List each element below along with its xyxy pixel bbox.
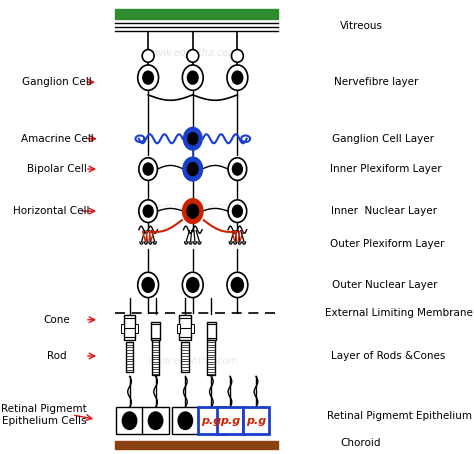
Text: Cone: Cone — [44, 315, 71, 325]
Circle shape — [182, 199, 203, 224]
Text: Ganglion Cell Layer: Ganglion Cell Layer — [332, 134, 434, 144]
Bar — [208, 340, 215, 375]
Circle shape — [183, 158, 202, 180]
Text: Layer of Rods &Cones: Layer of Rods &Cones — [331, 351, 446, 361]
Circle shape — [188, 133, 198, 145]
Ellipse shape — [231, 49, 243, 62]
Circle shape — [183, 200, 202, 222]
Circle shape — [143, 71, 154, 84]
Text: Inner  Nuclear Layer: Inner Nuclear Layer — [331, 206, 437, 216]
Bar — [172, 407, 199, 434]
Bar — [243, 407, 269, 434]
Text: Vitreous: Vitreous — [340, 20, 383, 30]
Bar — [115, 441, 278, 449]
Text: Rod: Rod — [47, 351, 67, 361]
Text: www.eophtha.com: www.eophtha.com — [147, 48, 238, 58]
Bar — [142, 407, 169, 434]
Circle shape — [138, 272, 159, 298]
Bar — [152, 340, 159, 375]
Text: Nervefibre layer: Nervefibre layer — [334, 77, 419, 87]
Bar — [116, 407, 143, 434]
Circle shape — [148, 412, 163, 429]
Circle shape — [139, 200, 157, 222]
Bar — [198, 407, 225, 434]
Text: www.eophtha.com: www.eophtha.com — [147, 202, 238, 212]
Bar — [124, 315, 136, 340]
Circle shape — [139, 158, 157, 180]
Bar — [207, 322, 216, 340]
Circle shape — [122, 412, 137, 429]
Circle shape — [227, 272, 248, 298]
Circle shape — [232, 71, 243, 84]
Circle shape — [138, 65, 159, 90]
Circle shape — [233, 205, 242, 217]
Text: External Limiting Membrane: External Limiting Membrane — [325, 308, 473, 318]
Text: Outer Plexiform Layer: Outer Plexiform Layer — [329, 239, 444, 249]
Circle shape — [188, 163, 198, 175]
Circle shape — [188, 71, 198, 84]
Circle shape — [142, 278, 154, 292]
Text: p.g: p.g — [246, 416, 266, 426]
Bar — [135, 324, 138, 333]
Circle shape — [187, 204, 198, 218]
Bar — [151, 322, 160, 340]
Circle shape — [231, 278, 243, 292]
Circle shape — [187, 278, 199, 292]
Text: www.eophtha.com: www.eophtha.com — [147, 355, 238, 365]
Circle shape — [183, 157, 202, 181]
Circle shape — [233, 163, 242, 175]
Circle shape — [143, 205, 153, 217]
Text: Ganglion Cell: Ganglion Cell — [22, 77, 92, 87]
Text: Choroid: Choroid — [341, 439, 381, 449]
Circle shape — [188, 163, 198, 175]
Bar — [217, 407, 243, 434]
Text: Horizontal Cell: Horizontal Cell — [13, 206, 90, 216]
Circle shape — [228, 158, 246, 180]
Text: p.g: p.g — [220, 416, 240, 426]
Bar — [126, 342, 133, 372]
Bar — [121, 324, 124, 333]
Ellipse shape — [187, 49, 199, 62]
Text: p.g: p.g — [201, 416, 221, 426]
Ellipse shape — [142, 49, 154, 62]
Circle shape — [143, 163, 153, 175]
Text: Bipolar Cell: Bipolar Cell — [27, 164, 87, 174]
Text: Retinal Pigmemt Epithelium: Retinal Pigmemt Epithelium — [328, 411, 473, 421]
Bar — [182, 342, 189, 372]
Text: Outer Nuclear Layer: Outer Nuclear Layer — [332, 280, 438, 290]
Circle shape — [182, 65, 203, 90]
Bar — [179, 315, 191, 340]
Bar — [191, 324, 193, 333]
Circle shape — [228, 200, 246, 222]
Circle shape — [182, 272, 203, 298]
Bar — [177, 324, 180, 333]
Circle shape — [227, 65, 248, 90]
Text: Inner Plexiform Layer: Inner Plexiform Layer — [330, 164, 442, 174]
Circle shape — [178, 412, 192, 429]
Bar — [115, 9, 278, 19]
Circle shape — [183, 128, 202, 150]
Text: Amacrine Cell: Amacrine Cell — [21, 134, 93, 144]
Text: Retinal Pigmemt
Epithelium Cells: Retinal Pigmemt Epithelium Cells — [1, 404, 87, 426]
Circle shape — [188, 205, 198, 217]
